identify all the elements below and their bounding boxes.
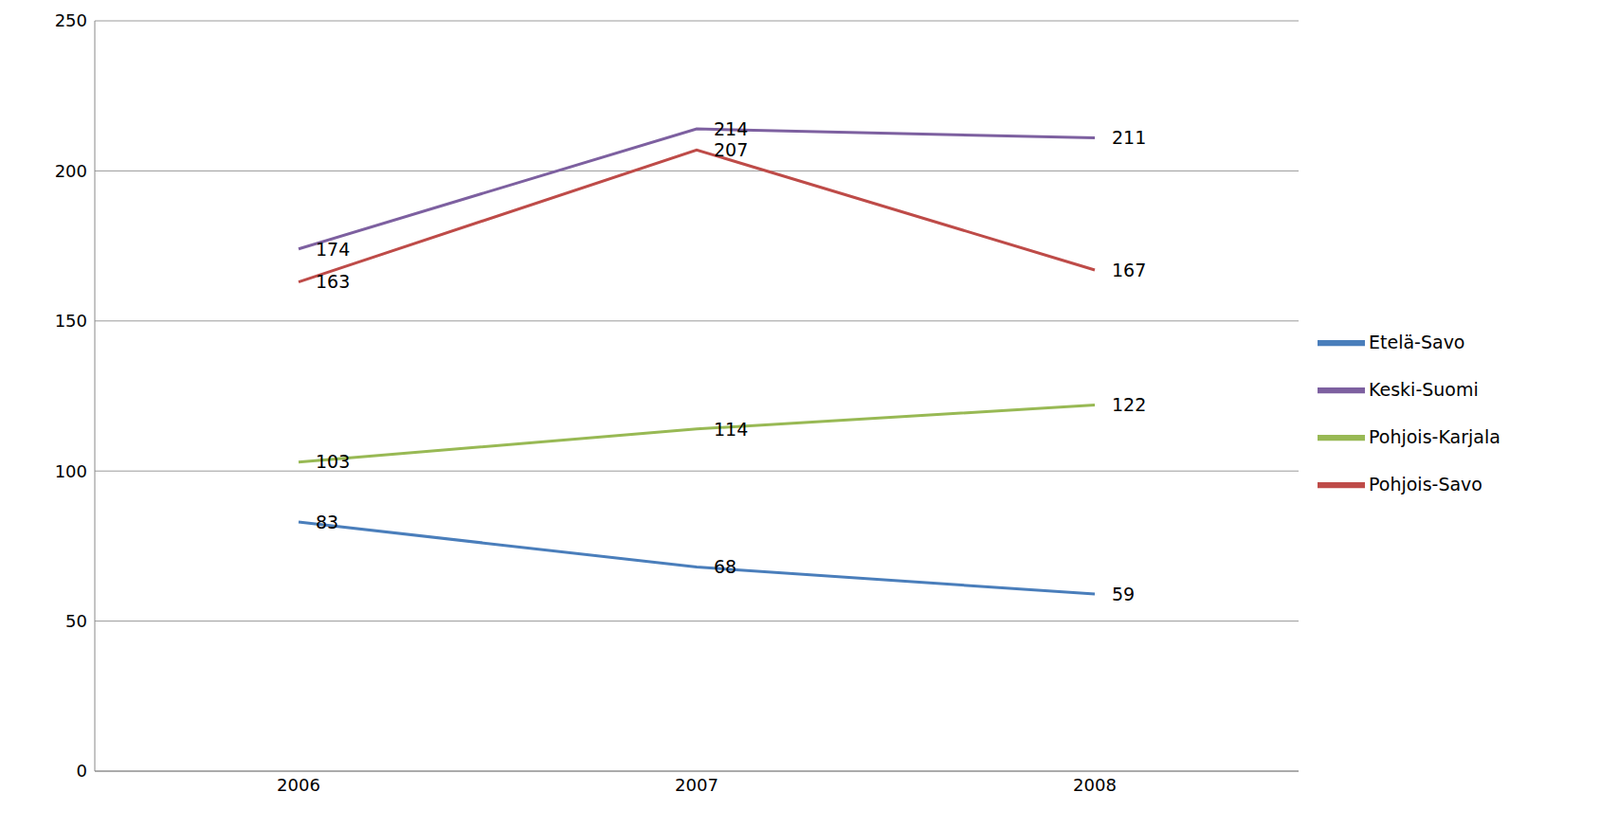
svg-text:2006: 2006 xyxy=(276,775,321,796)
svg-text:68: 68 xyxy=(713,556,737,578)
html-text:Pohjois-Savo: Pohjois-Savo xyxy=(1368,473,1483,495)
svg-text:50: 50 xyxy=(65,611,88,632)
svg-text:167: 167 xyxy=(1111,259,1146,281)
svg-text:163: 163 xyxy=(315,271,350,292)
svg-text:214: 214 xyxy=(713,118,748,140)
svg-text:2008: 2008 xyxy=(1072,775,1117,796)
html-text:Etelä-Savo: Etelä-Savo xyxy=(1368,331,1465,353)
svg-text:207: 207 xyxy=(713,139,748,161)
svg-text:0: 0 xyxy=(76,761,88,782)
svg-text:211: 211 xyxy=(1111,127,1146,148)
svg-text:150: 150 xyxy=(54,310,88,331)
svg-text:100: 100 xyxy=(54,461,88,482)
svg-text:250: 250 xyxy=(54,10,88,31)
svg-text:83: 83 xyxy=(315,511,339,533)
svg-text:103: 103 xyxy=(315,451,350,473)
svg-text:2007: 2007 xyxy=(674,775,719,796)
svg-text:114: 114 xyxy=(713,418,748,440)
html-text:Pohjois-Karjala: Pohjois-Karjala xyxy=(1368,426,1501,447)
html-text:Keski-Suomi: Keski-Suomi xyxy=(1368,378,1479,400)
svg-text:174: 174 xyxy=(315,238,350,260)
svg-text:122: 122 xyxy=(1111,394,1146,416)
svg-text:59: 59 xyxy=(1111,583,1135,605)
svg-text:200: 200 xyxy=(54,161,88,182)
